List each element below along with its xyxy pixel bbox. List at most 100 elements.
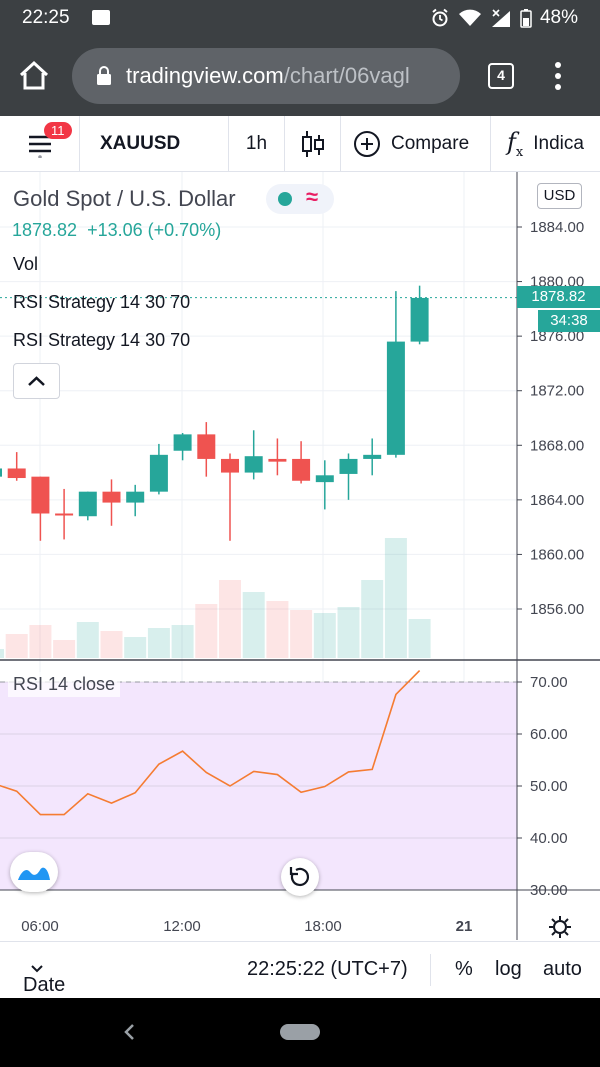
price-tick-label: 1884.00 [530, 219, 584, 236]
candle-body [197, 434, 216, 459]
volume-bar [408, 619, 431, 658]
rsi-line [0, 669, 421, 816]
date-range-button[interactable]: Date Range [23, 958, 82, 1019]
volume-bar [29, 625, 52, 658]
rsi-band [0, 682, 517, 890]
candle-body [363, 454, 382, 459]
candle-body [149, 454, 168, 492]
volume-bar [219, 580, 241, 658]
time-tick-label: 06:00 [21, 918, 59, 935]
volume-bar [384, 538, 407, 658]
price-tick-label: 1860.00 [530, 546, 584, 563]
volume-bar [242, 592, 265, 658]
market-status-pill[interactable]: ≈ [266, 184, 334, 214]
image-notification-icon [92, 10, 110, 25]
chart-type-button[interactable] [285, 116, 341, 172]
browser-toolbar: tradingview.com/chart/06vagl 4 [0, 36, 600, 116]
percent-scale-button[interactable]: % [455, 958, 473, 980]
time-tick-label: 12:00 [163, 918, 201, 935]
candle-body [31, 476, 50, 514]
candle-body [410, 297, 429, 342]
volume-bar [100, 631, 123, 658]
volume-bar [124, 637, 147, 658]
tab-switcher-button[interactable]: 4 [488, 63, 514, 89]
indicators-button[interactable]: fx Indica [491, 116, 600, 172]
time-tick-label: 21 [456, 918, 473, 935]
chevron-up-icon [28, 376, 45, 386]
chart-canvas[interactable]: 1884.001880.001876.001872.001868.001864.… [0, 172, 600, 940]
chevron-down-icon [31, 965, 43, 973]
volume-bar [5, 634, 28, 658]
tradingview-logo-button[interactable] [10, 852, 58, 892]
home-gesture-pill[interactable] [280, 1024, 320, 1040]
more-vert-icon[interactable] [552, 60, 564, 92]
volume-bar [290, 610, 313, 658]
compare-button[interactable]: Compare [341, 116, 491, 172]
home-icon[interactable] [16, 58, 52, 94]
signal-icon [491, 9, 510, 27]
auto-scale-button[interactable]: auto [543, 958, 582, 980]
price-tick-label: 1864.00 [530, 492, 584, 509]
price-tick-label: 1872.00 [530, 383, 584, 400]
chart-settings-button[interactable] [545, 912, 575, 942]
time-tick-label: 18:00 [304, 918, 342, 935]
footer-divider [430, 954, 431, 986]
function-icon: fx [507, 128, 524, 160]
volume-bar [76, 622, 99, 658]
interval-label: 1h [245, 133, 268, 154]
strategy-legend-1[interactable]: RSI Strategy 14 30 70 [13, 292, 191, 312]
wave-icon: ≈ [306, 184, 319, 209]
current-price-tag: 1878.82 [517, 286, 600, 308]
candle-body [221, 458, 239, 473]
system-nav-bar [0, 998, 600, 1067]
candle-body [55, 513, 74, 516]
currency-button[interactable]: USD [537, 183, 582, 209]
volume-bar [171, 625, 194, 658]
status-icons: 48% [430, 7, 578, 29]
price-tick-label: 1856.00 [530, 601, 584, 618]
candlestick-icon [301, 131, 324, 157]
battery-icon [520, 9, 532, 28]
candle-body [102, 491, 121, 503]
volume-bar [147, 628, 170, 658]
log-scale-button[interactable]: log [495, 958, 522, 980]
timezone-clock[interactable]: 22:25:22 (UTC+7) [247, 958, 408, 980]
volume-bar [266, 601, 289, 658]
back-icon[interactable] [120, 1022, 138, 1042]
candle-body [173, 434, 192, 451]
strategy-legend-2[interactable]: RSI Strategy 14 30 70 [13, 330, 191, 350]
candle-body [126, 491, 145, 503]
menu-button[interactable]: 11 [0, 116, 80, 172]
battery-percent: 48% [539, 7, 578, 28]
price-tick-label: 1868.00 [530, 437, 584, 454]
volume-bar [361, 580, 384, 658]
wifi-icon [458, 9, 481, 26]
price-change: +13.06 (+0.70%) [87, 220, 222, 240]
bar-countdown-tag: 34:38 [538, 310, 600, 332]
price-quote: 1878.82 +13.06 (+0.70%) [12, 220, 221, 241]
candle-body [244, 456, 263, 473]
add-circle-icon [354, 131, 380, 157]
indicators-label: Indica [533, 133, 584, 154]
reset-icon [289, 867, 310, 887]
candle-body [315, 475, 334, 483]
url-path: /chart/06vagl [283, 63, 410, 88]
interval-button[interactable]: 1h [229, 116, 285, 172]
volume-bar [0, 649, 4, 658]
chart-footer: Date Range 22:25:22 (UTC+7) % log auto [0, 941, 600, 1019]
url-field[interactable]: tradingview.com/chart/06vagl [72, 48, 460, 104]
reset-chart-button[interactable] [281, 858, 319, 896]
collapse-legend-button[interactable] [13, 363, 60, 399]
rsi-tick-label: 50.00 [530, 778, 568, 795]
rsi-legend[interactable]: RSI 14 close [8, 672, 121, 697]
chart-toolbar: 11 XAUUSD 1h Compare fx Indica [0, 116, 600, 172]
candle-body [0, 468, 2, 477]
status-time: 22:25 [22, 7, 70, 28]
volume-bar [313, 613, 336, 658]
candle-body [78, 491, 97, 517]
chart-area[interactable]: 1884.00 1880.00 1876.00 1872.00 1868.00 1864.… [0, 172, 600, 940]
volume-legend[interactable]: Vol [13, 254, 39, 274]
candle-body [268, 458, 287, 462]
symbol-search-button[interactable]: XAUUSD [80, 116, 229, 172]
volume-bar [53, 640, 76, 658]
